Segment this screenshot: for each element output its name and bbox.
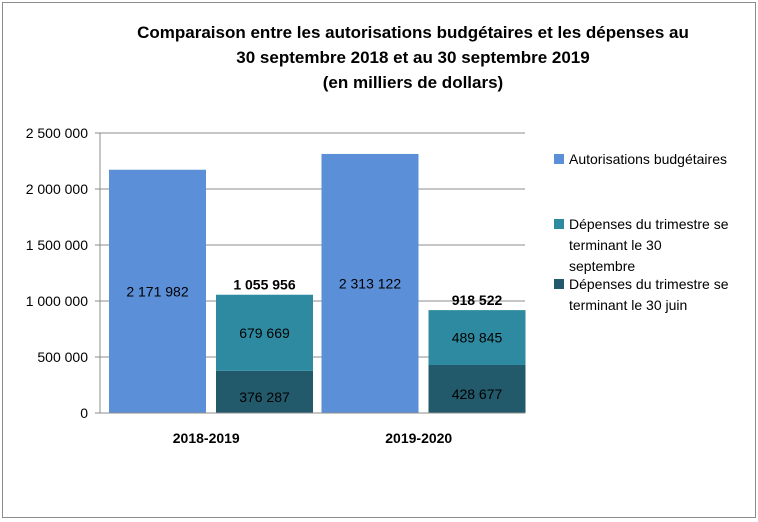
bars: [109, 153, 526, 413]
legend-item-expenses-june: Dépenses du trimestre se terminant le 30 …: [554, 276, 729, 313]
legend-label: septembre: [569, 258, 635, 274]
legend-swatch: [554, 154, 564, 164]
chart-title-line-1: Comparaison entre les autorisations budg…: [137, 23, 689, 42]
legend-label: Dépenses du trimestre se: [569, 276, 729, 292]
y-tick-label: 0: [80, 405, 88, 421]
y-axis: 0 500 000 1 000 000 1 500 000 2 000 000 2 500…: [26, 125, 101, 421]
bar-authorizations: [109, 169, 206, 413]
legend-label: Autorisations budgétaires: [569, 151, 727, 167]
budget-comparison-chart: Comparaison entre les autorisations budg…: [26, 23, 729, 446]
bar-expenses-september: [216, 294, 313, 371]
data-label-expenses-june: 428 677: [452, 386, 503, 402]
data-label-authorizations: 2 171 982: [126, 283, 188, 299]
legend: Autorisations budgétaires Dépenses du tri…: [554, 151, 729, 313]
x-category-label: 2018-2019: [173, 430, 240, 446]
legend-swatch: [554, 219, 564, 229]
bar-expenses-june: [428, 364, 526, 413]
chart-title-line-2: 30 septembre 2018 et au 30 septembre 201…: [236, 48, 589, 67]
bar-authorizations: [321, 153, 419, 413]
x-axis: 2018-2019 2019-2020: [100, 412, 525, 446]
bar-expenses-september: [428, 310, 526, 365]
chart-title-line-3: (en milliers de dollars): [323, 73, 503, 92]
data-labels: 2 171 982 376 287 679 669 1 055 956 2 313 12…: [126, 275, 502, 404]
data-label-expenses-june: 376 287: [239, 389, 290, 405]
y-tick-label: 2 000 000: [26, 181, 88, 197]
y-tick-label: 500 000: [37, 349, 88, 365]
x-category-label: 2019-2020: [385, 430, 452, 446]
legend-item-authorizations: Autorisations budgétaires: [554, 151, 727, 167]
legend-label: terminant le 30: [569, 237, 662, 253]
legend-item-expenses-september: Dépenses du trimestre se terminant le 30 s…: [554, 216, 729, 274]
legend-swatch: [554, 279, 564, 289]
y-tick-label: 1 000 000: [26, 293, 88, 309]
data-label-expenses-september: 679 669: [239, 325, 290, 341]
y-tick-label: 1 500 000: [26, 237, 88, 253]
data-label-expenses-september: 489 845: [452, 330, 503, 346]
legend-label: terminant le 30 juin: [569, 297, 687, 313]
data-label-authorizations: 2 313 122: [339, 275, 401, 291]
legend-label: Dépenses du trimestre se: [569, 216, 729, 232]
bar-expenses-june: [216, 370, 313, 413]
data-label-expenses-total: 1 055 956: [233, 277, 295, 293]
data-label-expenses-total: 918 522: [452, 292, 503, 308]
y-tick-label: 2 500 000: [26, 125, 88, 141]
